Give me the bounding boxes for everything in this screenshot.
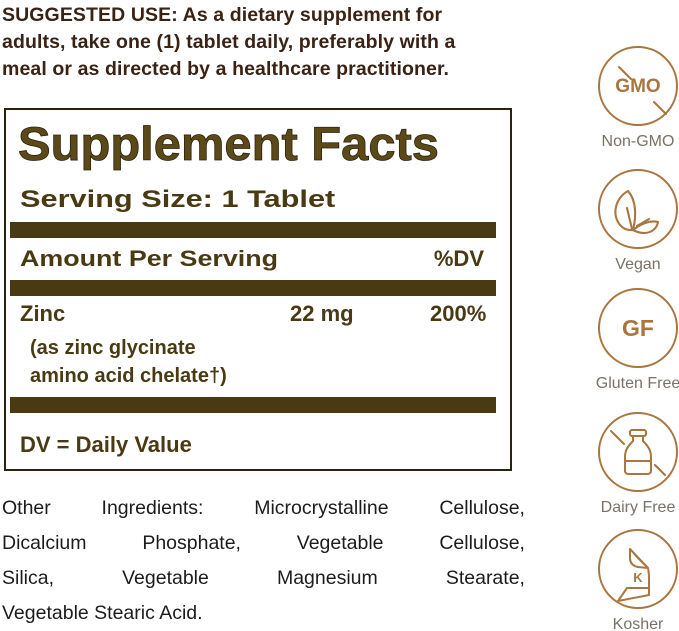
svg-text:K: K	[633, 570, 643, 585]
svg-text:GF: GF	[622, 315, 654, 341]
svg-text:GMO: GMO	[615, 76, 660, 97]
